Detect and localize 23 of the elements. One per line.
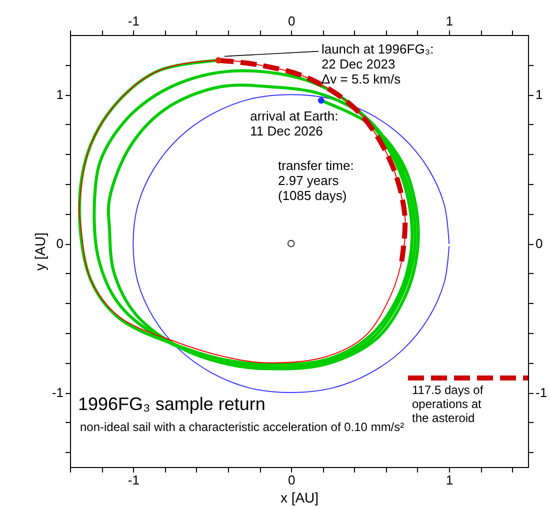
x-axis-title: x [AU]	[280, 490, 319, 506]
x-tick-label: 0	[288, 472, 296, 488]
point	[215, 57, 222, 64]
y2-tick-label: 1	[536, 87, 543, 102]
y-tick-label: -1	[52, 385, 64, 400]
x2-tick-label: 0	[288, 14, 296, 28]
x2-tick-label: -1	[128, 14, 140, 28]
text: 1996FG₃ sample return	[78, 394, 266, 414]
x-tick-label: -1	[128, 472, 140, 488]
x-tick-label: 1	[446, 472, 454, 488]
y-tick-label: 1	[56, 87, 64, 102]
text: non-ideal sail with a characteristic acceleration of 0.10 mm/s²	[80, 420, 404, 434]
point	[318, 97, 324, 104]
annotation: transfer time: 2.97 years (1085 days)	[278, 158, 354, 203]
x2-tick-label: 1	[446, 14, 454, 28]
annotation: launch at 1996FG₃: 22 Dec 2023 Δv = 5.5 km/s	[321, 41, 434, 86]
y-axis-title: y [AU]	[32, 232, 48, 271]
annotation: arrival at Earth: 11 Dec 2026	[250, 108, 338, 139]
y-tick-label: 0	[56, 236, 64, 252]
y2-tick-label: 0	[536, 236, 543, 252]
point	[287, 240, 295, 248]
text: 117.5 days of operations at the asteroid	[412, 383, 484, 425]
y2-tick-label: -1	[536, 385, 548, 400]
